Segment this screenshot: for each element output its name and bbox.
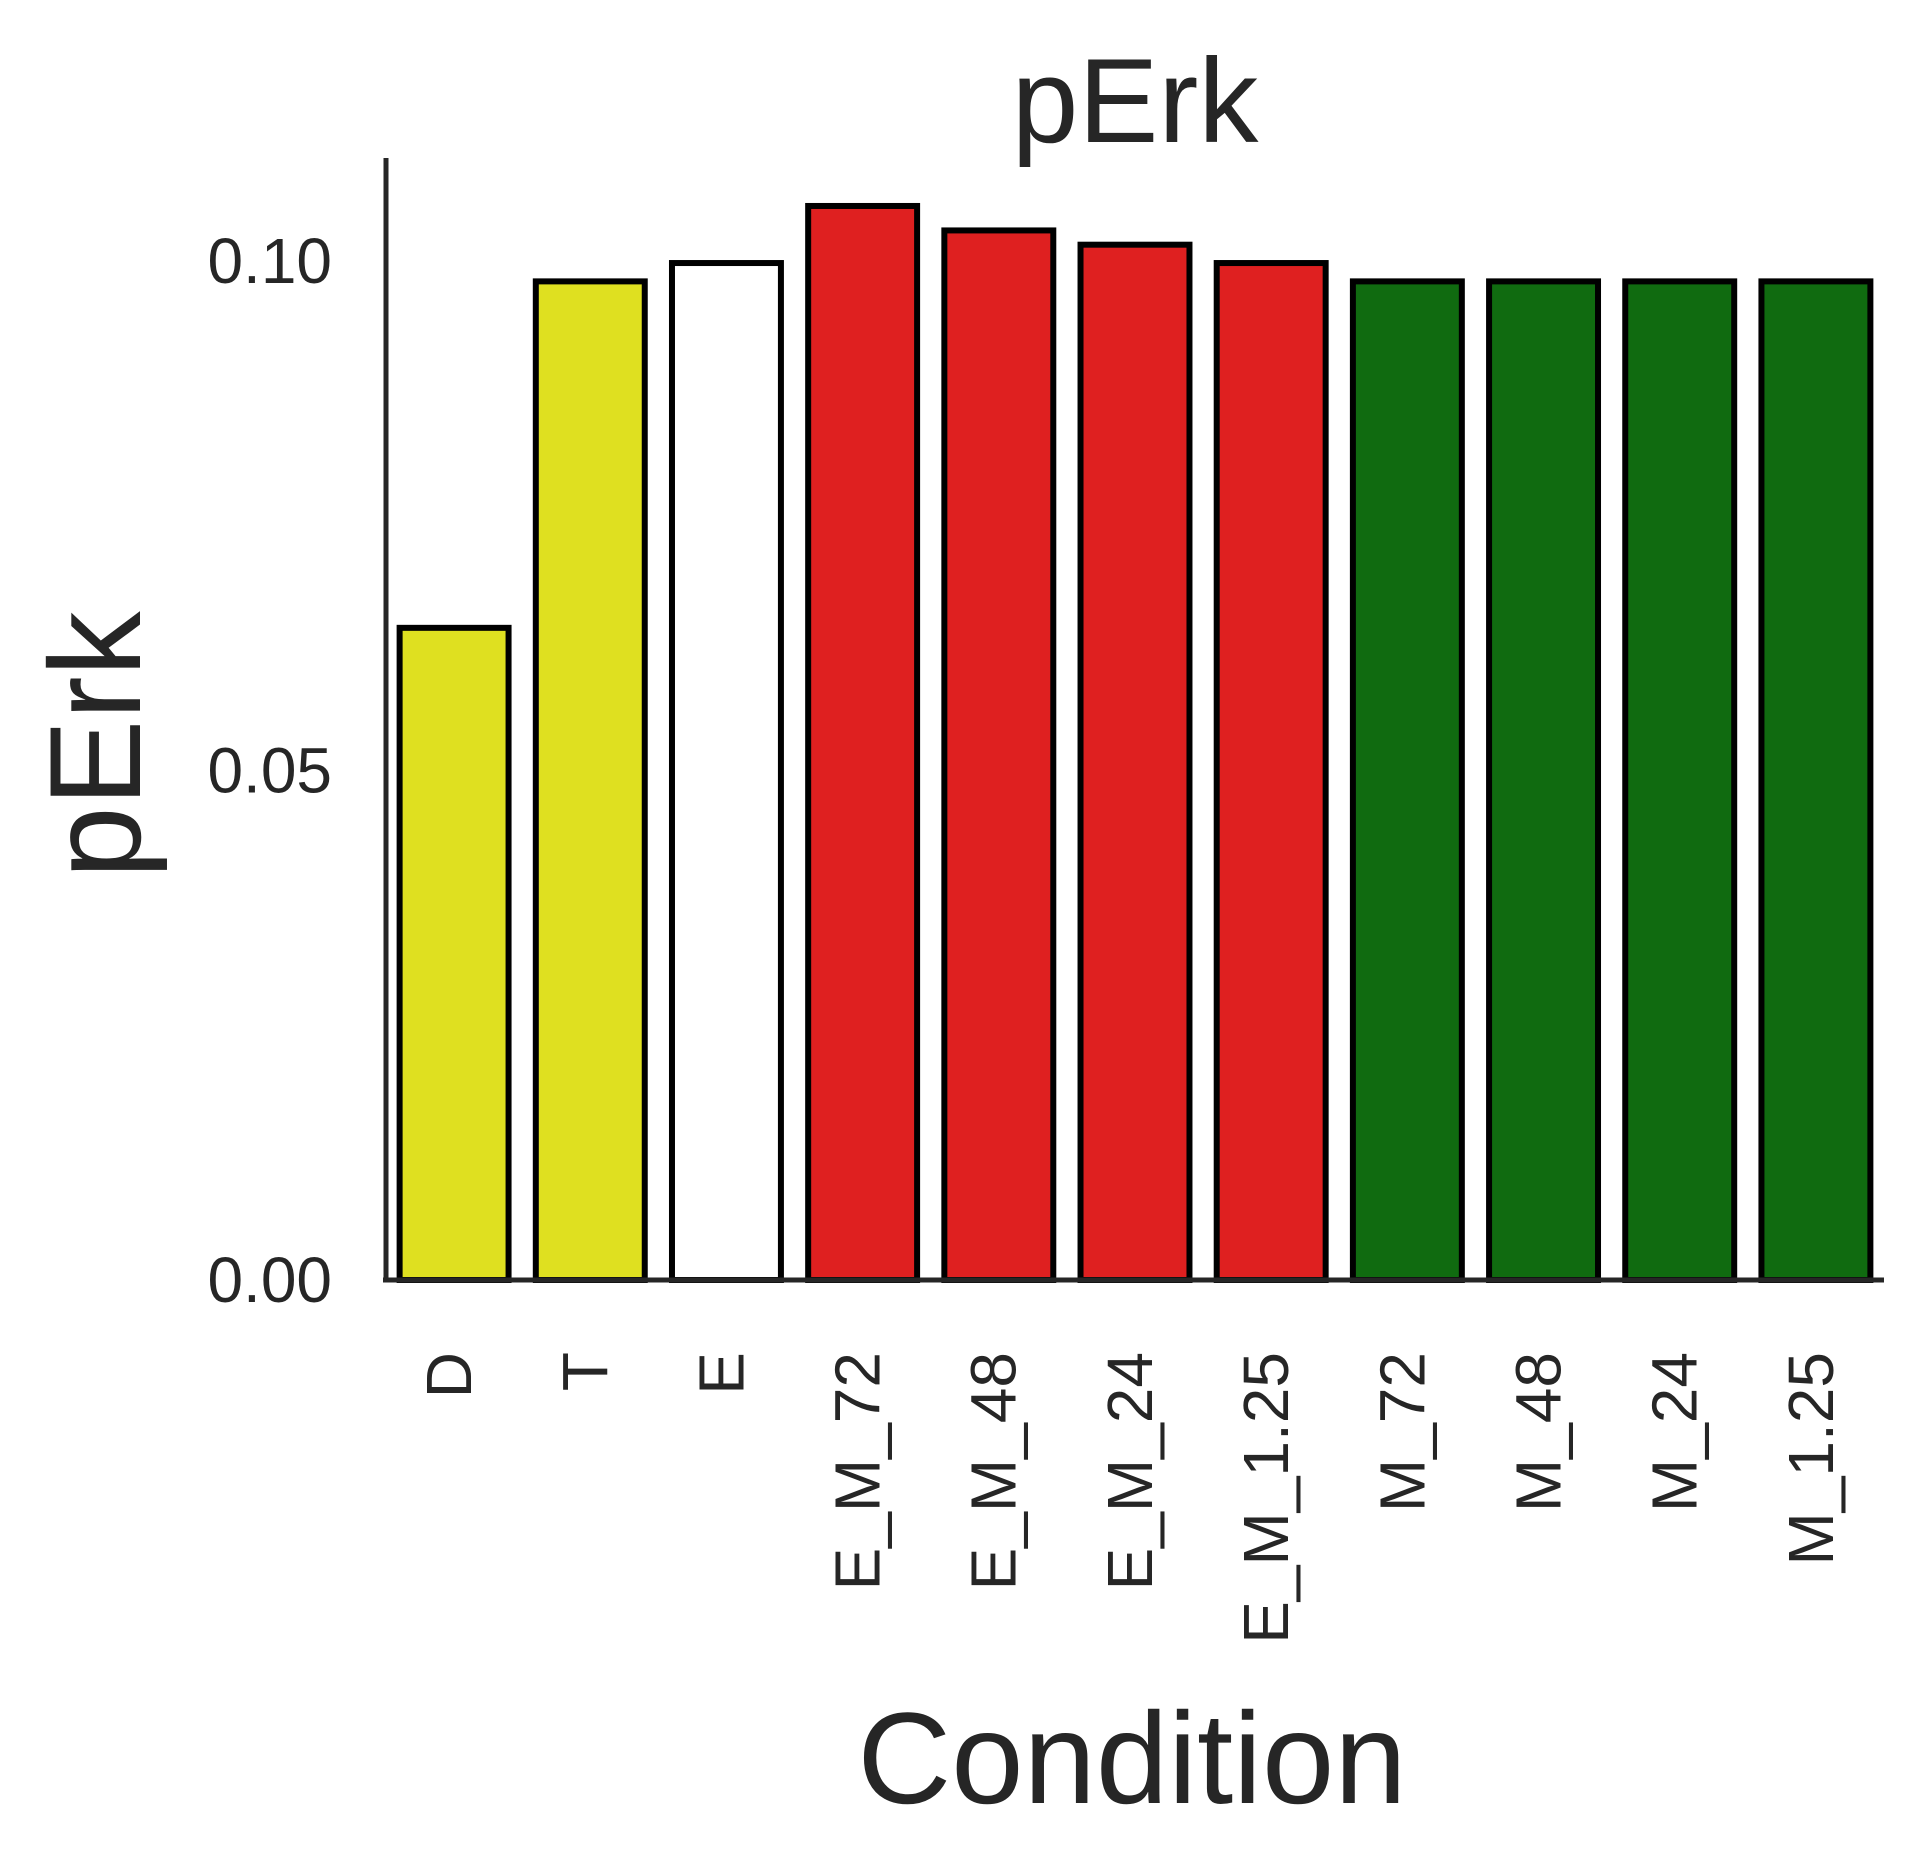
bar-m-1-25	[1758, 278, 1874, 1283]
bar-e-m-24	[1077, 241, 1193, 1283]
x-tick-label: E_M_72	[822, 1352, 894, 1590]
y-tick-label: 0.10	[207, 225, 332, 297]
bar-m-48	[1486, 278, 1602, 1283]
bars-group	[396, 202, 1874, 1283]
x-ticks-group: D T E E_M_72 E_M_48 E_M_24 E_M_1.25 M_72 M_48 M_2…	[413, 1352, 1847, 1644]
x-tick-label: M_72	[1366, 1352, 1438, 1512]
bar-m-24	[1622, 278, 1738, 1283]
chart-title: pErk	[1012, 34, 1260, 168]
bar-e-m-72	[805, 202, 921, 1283]
x-tick-label: M_24	[1639, 1352, 1711, 1512]
bar-e	[668, 260, 784, 1283]
x-tick-label: T	[549, 1352, 621, 1391]
x-axis-label: Condition	[857, 1685, 1406, 1831]
x-tick-label: E_M_48	[958, 1352, 1030, 1590]
x-tick-label: E_M_1.25	[1230, 1352, 1302, 1644]
y-ticks-group: 0.00 0.05 0.10	[207, 225, 332, 1316]
y-axis-label: pErk	[22, 610, 168, 878]
y-tick-label: 0.05	[207, 735, 332, 807]
bar-m-72	[1349, 278, 1465, 1283]
bar-d	[396, 624, 512, 1283]
x-tick-label: D	[413, 1352, 485, 1398]
x-tick-label: E	[685, 1352, 757, 1395]
bar-t	[532, 278, 648, 1283]
x-tick-label: M_48	[1502, 1352, 1574, 1512]
x-tick-label: E_M_24	[1094, 1352, 1166, 1590]
y-tick-label: 0.00	[207, 1244, 332, 1316]
x-tick-label: M_1.25	[1775, 1352, 1847, 1565]
bar-e-m-48	[941, 227, 1057, 1283]
bar-e-m-1-25	[1213, 260, 1329, 1283]
